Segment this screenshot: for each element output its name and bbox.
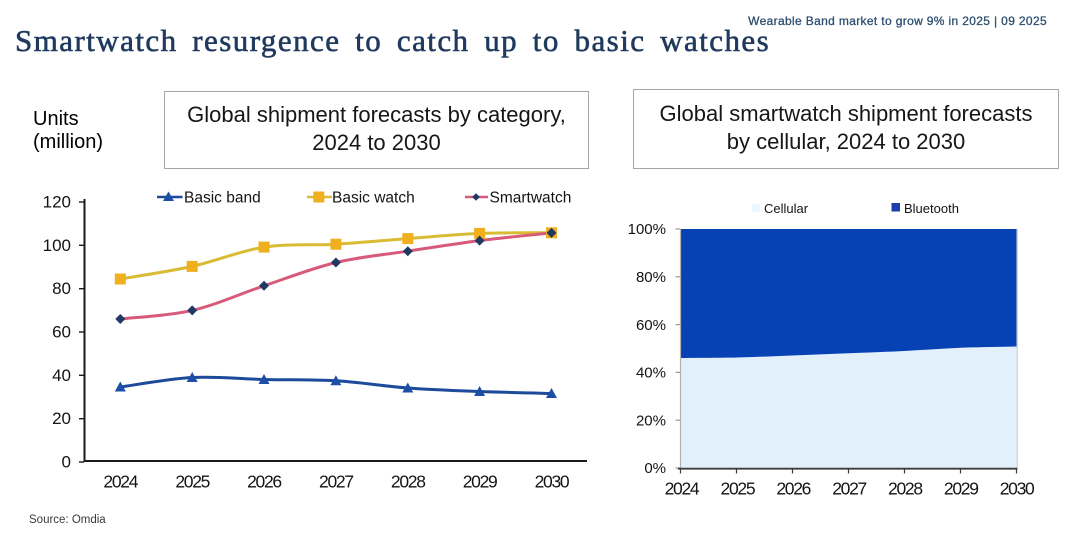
svg-text:2025: 2025 <box>175 472 209 492</box>
svg-text:2025: 2025 <box>721 479 755 499</box>
svg-text:Bluetooth: Bluetooth <box>904 201 959 216</box>
svg-text:60%: 60% <box>636 317 666 334</box>
svg-text:0: 0 <box>62 453 71 472</box>
svg-text:2030: 2030 <box>1000 479 1035 499</box>
svg-text:2024: 2024 <box>103 472 138 492</box>
svg-text:2029: 2029 <box>944 479 978 499</box>
svg-text:120: 120 <box>43 193 71 212</box>
svg-text:2030: 2030 <box>535 472 570 492</box>
svg-text:40%: 40% <box>636 365 666 382</box>
svg-text:80%: 80% <box>636 269 666 286</box>
svg-text:2027: 2027 <box>319 472 353 492</box>
svg-text:2027: 2027 <box>832 479 866 499</box>
svg-text:100: 100 <box>43 236 71 255</box>
svg-text:20: 20 <box>52 409 71 428</box>
svg-text:Smartwatch: Smartwatch <box>490 189 572 206</box>
svg-text:2024: 2024 <box>665 479 700 499</box>
svg-text:2029: 2029 <box>463 472 497 492</box>
svg-text:Cellular: Cellular <box>764 201 809 216</box>
svg-text:0%: 0% <box>644 460 666 477</box>
svg-text:80: 80 <box>52 279 71 298</box>
svg-text:40: 40 <box>52 366 71 385</box>
svg-text:Basic band: Basic band <box>184 189 261 206</box>
svg-text:100%: 100% <box>628 221 666 238</box>
svg-text:2028: 2028 <box>391 472 425 492</box>
svg-text:2028: 2028 <box>888 479 922 499</box>
svg-text:Basic watch: Basic watch <box>332 189 415 206</box>
svg-text:2026: 2026 <box>776 479 810 499</box>
svg-text:20%: 20% <box>636 412 666 429</box>
svg-text:2026: 2026 <box>247 472 281 492</box>
svg-text:60: 60 <box>52 323 71 342</box>
